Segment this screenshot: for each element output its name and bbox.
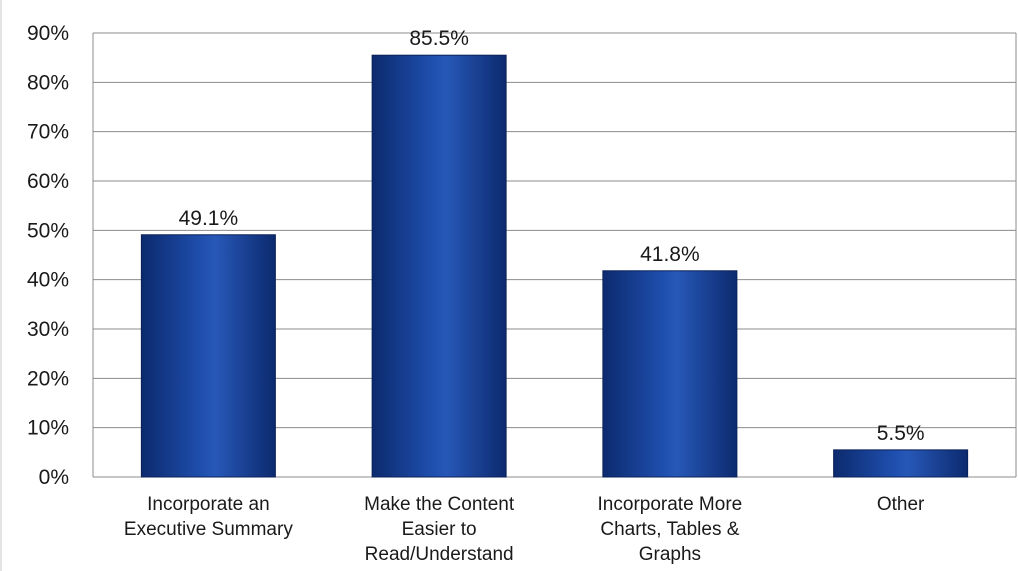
y-tick-label: 90% [27,22,69,45]
y-tick-label: 80% [27,71,69,94]
bars [140,54,969,478]
y-tick-label: 60% [27,170,69,193]
bar [371,54,507,478]
bar [602,270,738,478]
x-tick-label: Graphs [639,544,701,565]
y-tick-label: 20% [27,367,69,390]
y-tick-label: 40% [27,269,69,292]
bar [833,449,969,478]
data-label: 49.1% [179,207,239,230]
y-tick-label: 0% [39,466,69,489]
data-label: 5.5% [877,422,925,445]
labels: 0% 10% 20% 30% 40% 50% 60% 70% 80% 90% 49.1% Incorp… [27,22,925,565]
x-tick-label: Charts, Tables & [600,519,739,540]
x-tick-label: Other [877,494,925,515]
bar [140,234,276,478]
x-tick-label: Incorporate an [147,494,270,515]
y-tick-label: 50% [27,219,69,242]
x-tick-label: Read/Understand [365,544,514,565]
x-tick-label: Executive Summary [124,519,293,540]
data-label: 85.5% [409,27,469,50]
x-tick-label: Incorporate More [598,494,743,515]
x-tick-label: Make the Content [364,494,515,515]
y-tick-label: 30% [27,318,69,341]
y-tick-label: 70% [27,121,69,144]
data-label: 41.8% [640,243,700,266]
y-tick-label: 10% [27,417,69,440]
x-tick-label: Easier to [402,519,477,540]
